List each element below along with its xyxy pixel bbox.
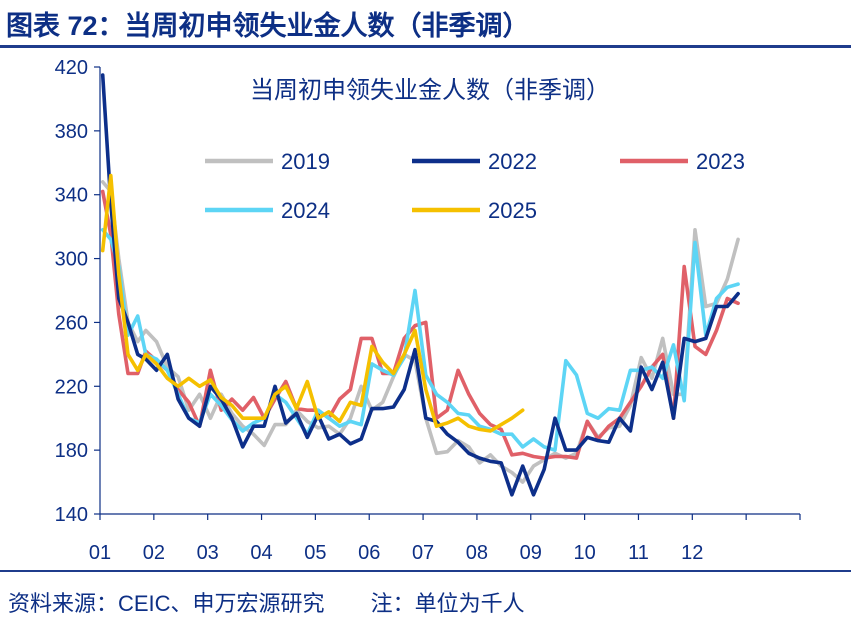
x-tick-label: 12 <box>681 542 703 564</box>
y-tick-label: 340 <box>55 185 88 207</box>
series-line-2024 <box>100 228 740 452</box>
y-tick-label: 140 <box>55 504 88 526</box>
chart-axes: 140 180 220 260 300 340 380 420 01 02 03 04 05 06 07 08… <box>55 57 801 564</box>
chart-series <box>100 73 740 497</box>
y-tick-label: 220 <box>55 376 88 398</box>
figure-title: 图表 72：当周初申领失业金人数（非季调） <box>6 11 530 41</box>
legend-label-2024: 2024 <box>281 198 330 223</box>
x-tick-label: 01 <box>89 542 111 564</box>
footer: 资料来源：CEIC、申万宏源研究 注：单位为千人 <box>8 586 525 618</box>
series-line-2025 <box>100 173 525 433</box>
source-text: 资料来源：CEIC、申万宏源研究 <box>8 591 325 616</box>
x-tick-label: 05 <box>304 542 326 564</box>
line-chart: 140 180 220 260 300 340 380 420 01 02 03 04 05 06 07 08… <box>55 57 801 564</box>
y-tick-label: 380 <box>55 121 88 143</box>
x-tick-label: 04 <box>250 542 272 564</box>
chart-title: 当周初申领失业金人数（非季调） <box>250 77 610 104</box>
y-tick-label: 260 <box>55 312 88 334</box>
x-tick-label: 06 <box>358 542 380 564</box>
footer-rule <box>0 570 851 572</box>
x-tick-label: 11 <box>628 542 649 564</box>
unit-note: 注：单位为千人 <box>370 591 525 616</box>
x-tick-label: 07 <box>412 542 434 564</box>
y-tick-label: 180 <box>55 440 88 462</box>
legend-label-2025: 2025 <box>488 198 537 223</box>
title-rule <box>0 45 851 48</box>
chart-legend: 2019 2022 2023 2024 2025 <box>205 149 745 223</box>
legend-label-2019: 2019 <box>281 149 330 174</box>
x-tick-label: 03 <box>197 542 219 564</box>
x-tick-label: 08 <box>466 542 488 564</box>
x-tick-label: 02 <box>143 542 165 564</box>
y-tick-label: 420 <box>55 57 88 79</box>
legend-label-2023: 2023 <box>696 149 745 174</box>
y-tick-label: 300 <box>55 249 88 271</box>
legend-label-2022: 2022 <box>488 149 537 174</box>
series-line-2022 <box>100 73 740 497</box>
x-tick-label: 09 <box>520 542 542 564</box>
x-tick-label: 10 <box>573 542 595 564</box>
